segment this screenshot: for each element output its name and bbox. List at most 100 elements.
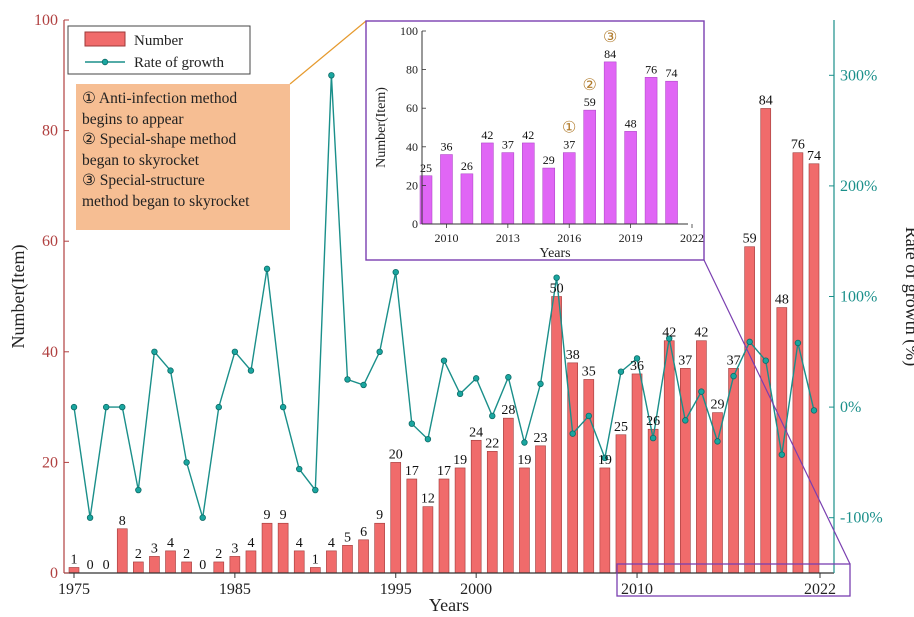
inset-bar-2011 [460, 173, 474, 225]
inset-bar-label-2016: 37 [563, 138, 575, 152]
bar-2021 [808, 163, 820, 574]
growth-point-2003 [521, 439, 528, 446]
bar-label-1991: 4 [328, 536, 335, 551]
growth-point-1977 [102, 403, 110, 411]
growth-point-1987 [263, 265, 271, 273]
bar-label-1976: 0 [87, 558, 94, 573]
growth-point-1985 [231, 348, 239, 355]
bar-label-2015: 29 [710, 398, 724, 413]
inset-y-tick-label-100: 100 [400, 24, 418, 38]
y2-tick-label-0%: 0% [840, 399, 861, 416]
x-tick-label-1995: 1995 [380, 581, 412, 598]
growth-point-2016 [730, 372, 737, 380]
inset-marker-2017: ② [583, 77, 597, 94]
legend: Number Rate of growth [67, 25, 251, 75]
growth-point-2000 [472, 375, 480, 382]
bar-label-1999: 19 [453, 453, 467, 468]
growth-point-1995 [392, 268, 399, 276]
growth-point-2017 [746, 338, 753, 346]
growth-point-2004 [537, 380, 544, 388]
growth-point-2007 [585, 412, 592, 420]
growth-point-2013 [682, 417, 689, 424]
inset-bar-2014 [522, 142, 535, 225]
bar-label-2006: 38 [566, 348, 580, 363]
bar-1995 [390, 462, 402, 574]
inset-bar-label-2015: 29 [543, 153, 555, 167]
bar-label-1988: 9 [280, 508, 287, 523]
y2-tick-label-100%: 100% [840, 289, 877, 306]
bar-2005 [551, 296, 562, 574]
bar-label-2002: 28 [501, 403, 515, 418]
inset-bar-label-2012: 42 [481, 128, 493, 142]
annotation-line-5: ③ Special-structure [82, 172, 205, 189]
bar-label-1979: 2 [135, 547, 142, 562]
bar-2016 [728, 368, 739, 574]
growth-point-2020 [794, 339, 802, 347]
growth-point-1997 [424, 435, 432, 443]
inset-x-tick-label-2016: 2016 [557, 231, 581, 245]
inset-bar-label-2017: 59 [584, 95, 596, 109]
inset-bar-2012 [481, 142, 494, 225]
bar-label-1985: 3 [231, 541, 238, 556]
growth-point-1976 [86, 514, 94, 521]
bar-label-1980: 3 [151, 541, 158, 556]
bar-label-1978: 8 [119, 514, 126, 529]
bar-label-1998: 17 [437, 464, 451, 479]
bar-label-1984: 2 [215, 547, 222, 562]
inset-bar-2021 [665, 80, 678, 225]
growth-rate-series [70, 72, 818, 521]
growth-point-1982 [183, 459, 190, 466]
bar-label-1986: 4 [247, 536, 254, 551]
growth-point-2008 [601, 454, 609, 462]
bar-1979 [133, 561, 144, 574]
inset-y-tick-label-40: 40 [406, 140, 418, 154]
bar-1988 [277, 522, 289, 574]
bar-label-2001: 22 [485, 436, 499, 451]
x-tick-label-1985: 1985 [219, 581, 251, 598]
bar-label-2017: 59 [743, 232, 757, 247]
growth-point-1984 [215, 403, 222, 411]
bar-label-2004: 23 [534, 431, 548, 446]
bar-label-2000: 24 [469, 425, 483, 440]
y-tick-label-20: 20 [42, 454, 58, 471]
annotation-line-3: ② Special-shape method [82, 131, 237, 148]
bar-label-1993: 6 [360, 525, 367, 540]
bar-label-2012: 42 [662, 326, 676, 341]
inset-bar-label-2018: 84 [604, 47, 616, 61]
bar-2000 [470, 439, 482, 574]
bar-2007 [583, 379, 595, 574]
inset-bar-2020 [644, 77, 658, 225]
inset-bar-2013 [501, 152, 515, 225]
inset-bar-label-2014: 42 [522, 128, 534, 142]
growth-point-1993 [360, 381, 367, 389]
inset-y-tick-label-20: 20 [406, 178, 418, 192]
growth-point-1978 [119, 403, 126, 411]
growth-point-2021 [810, 407, 818, 414]
inset-bar-label-2010: 36 [440, 140, 452, 154]
bar-1980 [149, 556, 160, 574]
growth-point-2006 [569, 430, 576, 437]
inset-bar-label-2019: 48 [625, 116, 637, 130]
bar-1990 [310, 567, 321, 574]
bar-label-2010: 36 [630, 359, 644, 374]
bar-1984 [213, 561, 225, 574]
growth-point-2010 [633, 355, 641, 362]
y2-tick-label-300%: 300% [840, 67, 877, 84]
bar-label-1990: 1 [312, 552, 319, 567]
bar-label-2018: 84 [759, 93, 773, 108]
inset-x-axis-title: Years [539, 246, 570, 261]
growth-point-2014 [698, 388, 705, 395]
growth-point-1975 [70, 403, 78, 411]
bar-1985 [229, 556, 241, 574]
bar-1992 [342, 545, 353, 574]
inset-x-tick-label-2022: 2022 [680, 231, 704, 245]
bar-2002 [503, 417, 514, 574]
y-axis-title: Number(Item) [8, 245, 29, 349]
bar-1987 [261, 522, 273, 574]
bar-2010 [631, 373, 643, 574]
y-tick-label-100: 100 [34, 12, 58, 29]
bar-1982 [181, 561, 192, 574]
legend-line-marker [101, 58, 109, 66]
y2-tick-label--100%: -100% [840, 510, 883, 527]
